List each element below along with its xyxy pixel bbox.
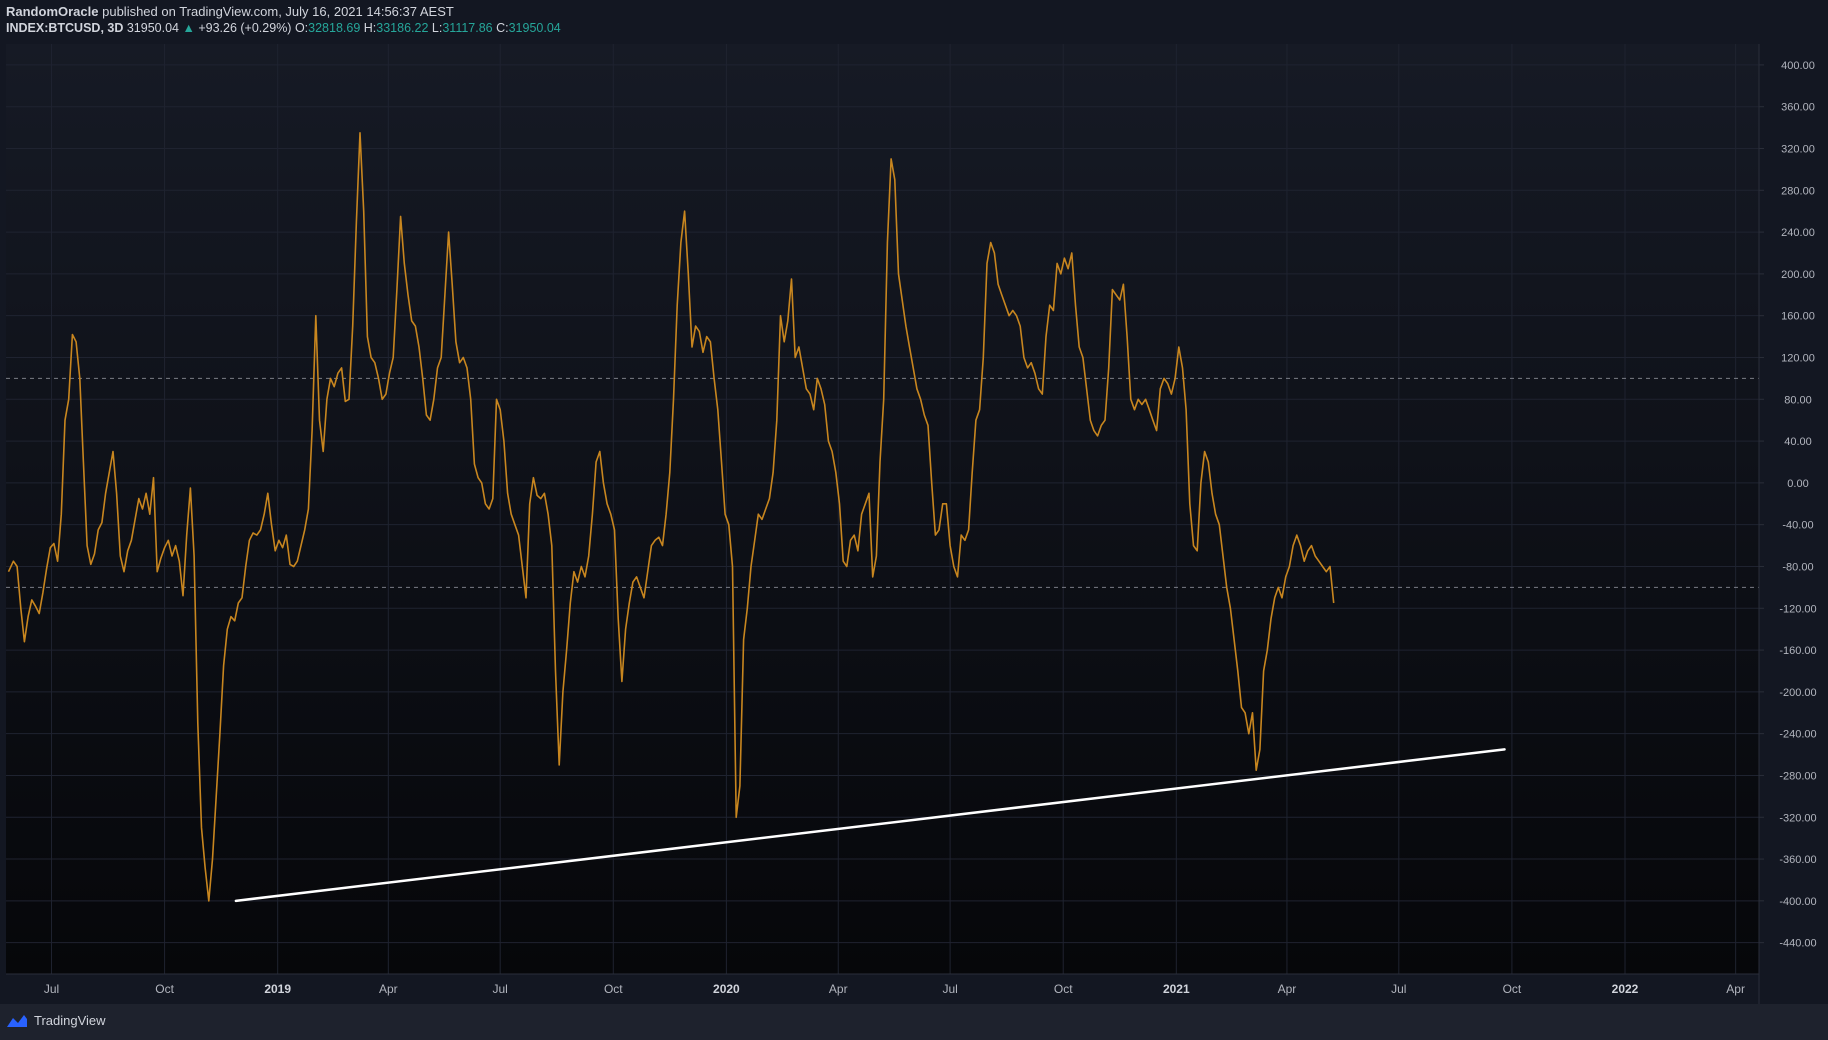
price-tick-label: -280.00 bbox=[1779, 770, 1816, 782]
price-tick-label: -400.00 bbox=[1779, 896, 1816, 908]
symbol-label[interactable]: INDEX:BTCUSD, 3D bbox=[6, 21, 124, 35]
publish-line: RandomOracle published on TradingView.co… bbox=[6, 4, 454, 19]
tradingview-logo-icon bbox=[7, 1014, 27, 1027]
time-tick-label: Oct bbox=[1503, 982, 1522, 996]
trendline-layer[interactable] bbox=[234, 748, 1506, 903]
plot-area[interactable] bbox=[6, 44, 1759, 974]
time-tick-label: 2022 bbox=[1612, 982, 1639, 996]
time-tick-label: Jul bbox=[1391, 982, 1406, 996]
price-tick-label: -360.00 bbox=[1779, 854, 1816, 866]
low-value: 31117.86 bbox=[442, 21, 493, 35]
price-tick-label: 360.00 bbox=[1781, 102, 1815, 114]
price-tick-label: 280.00 bbox=[1781, 185, 1815, 197]
footer-bar: TradingView bbox=[0, 1004, 1828, 1040]
brand-label: TradingView bbox=[34, 1013, 106, 1028]
support-trendline[interactable] bbox=[234, 748, 1506, 903]
price-tick-label: 0.00 bbox=[1787, 478, 1808, 490]
grid-lines bbox=[6, 44, 1759, 974]
high-label: H: bbox=[363, 21, 377, 35]
price-tick-label: 80.00 bbox=[1784, 394, 1812, 406]
price-tick-label: 200.00 bbox=[1781, 269, 1815, 281]
price-tick-label: -40.00 bbox=[1782, 520, 1813, 532]
high-value: 33186.22 bbox=[376, 21, 429, 35]
price-tick-label: -240.00 bbox=[1779, 729, 1816, 741]
price-tick-label: 160.00 bbox=[1781, 311, 1815, 323]
price-axis[interactable]: 400.00 360.00 320.00 280.00 240.00 200.00 160.… bbox=[1759, 60, 1817, 950]
chart-header: RandomOracle published on TradingView.co… bbox=[0, 0, 1828, 42]
tradingview-brand[interactable]: TradingView bbox=[6, 1013, 106, 1028]
time-tick-label: Oct bbox=[604, 982, 623, 996]
price-tick-label: -440.00 bbox=[1779, 938, 1816, 950]
price-tick-label: 240.00 bbox=[1781, 227, 1815, 239]
time-tick-label: Apr bbox=[379, 982, 398, 996]
price-tick-label: 400.00 bbox=[1781, 60, 1815, 72]
time-tick-label: Jul bbox=[44, 982, 59, 996]
time-tick-label: Apr bbox=[1278, 982, 1297, 996]
close-label: C: bbox=[496, 21, 509, 35]
ohlc-line: INDEX:BTCUSD, 3D 31950.04 ▲ +93.26 (+0.2… bbox=[6, 21, 561, 35]
series-layer bbox=[7, 132, 1335, 902]
time-tick-label: Jul bbox=[942, 982, 957, 996]
series-line bbox=[7, 132, 1335, 902]
time-tick-label: Oct bbox=[155, 982, 174, 996]
price-tick-label: 40.00 bbox=[1784, 436, 1812, 448]
close-value: 31950.04 bbox=[508, 21, 561, 35]
time-tick-label: 2019 bbox=[264, 982, 291, 996]
open-label: O: bbox=[294, 21, 309, 35]
up-arrow-icon: ▲ bbox=[182, 21, 195, 35]
time-tick-label: Oct bbox=[1054, 982, 1073, 996]
price-tick-label: -320.00 bbox=[1779, 812, 1816, 824]
time-tick-label: 2021 bbox=[1163, 982, 1190, 996]
published-text: published on TradingView.com, July 16, 2… bbox=[102, 4, 454, 19]
time-tick-label: Apr bbox=[1726, 982, 1745, 996]
author-name[interactable]: RandomOracle bbox=[6, 4, 99, 19]
price-tick-label: -80.00 bbox=[1782, 561, 1813, 573]
last-price: 31950.04 bbox=[126, 21, 179, 35]
price-tick-label: 320.00 bbox=[1781, 143, 1815, 155]
time-tick-label: Jul bbox=[493, 982, 508, 996]
time-tick-label: 2020 bbox=[713, 982, 740, 996]
price-tick-label: -160.00 bbox=[1779, 645, 1816, 657]
low-label: L: bbox=[431, 21, 443, 35]
price-tick-label: -120.00 bbox=[1779, 603, 1816, 615]
time-tick-label: Apr bbox=[829, 982, 848, 996]
open-value: 32818.69 bbox=[308, 21, 361, 35]
price-tick-label: -200.00 bbox=[1779, 687, 1816, 699]
chart-canvas[interactable]: 400.00 360.00 320.00 280.00 240.00 200.00 160.… bbox=[0, 42, 1828, 1004]
price-tick-label: 120.00 bbox=[1781, 352, 1815, 364]
time-axis[interactable]: Jul Oct 2019 Apr Jul Oct 2020 Apr Jul Oct 2021 Apr J… bbox=[44, 982, 1745, 996]
price-change: +93.26 (+0.29%) bbox=[198, 21, 292, 35]
